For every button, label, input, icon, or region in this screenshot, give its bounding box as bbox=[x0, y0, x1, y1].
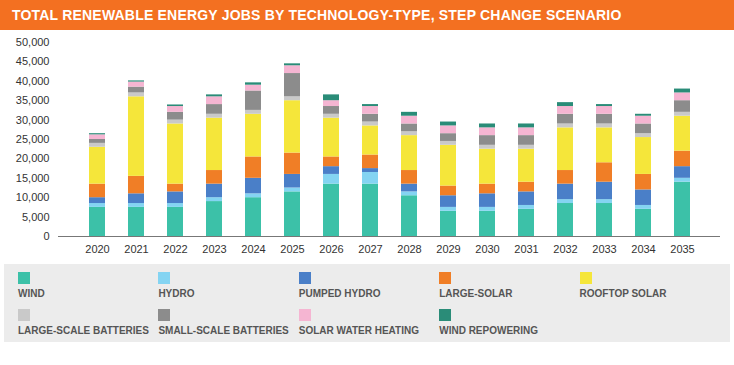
svg-text:2025: 2025 bbox=[280, 243, 304, 255]
svg-text:25,000: 25,000 bbox=[16, 133, 50, 145]
svg-text:2028: 2028 bbox=[397, 243, 421, 255]
html-text:WIND: WIND bbox=[18, 288, 45, 299]
svg-text:2035: 2035 bbox=[670, 243, 694, 255]
html-text:TOTAL RENEWABLE ENERGY JOBS BY: TOTAL RENEWABLE ENERGY JOBS BY TECHNOLOG… bbox=[12, 7, 622, 23]
svg-text:40,000: 40,000 bbox=[16, 75, 50, 87]
svg-text:2026: 2026 bbox=[319, 243, 343, 255]
svg-text:45,000: 45,000 bbox=[16, 55, 50, 67]
svg-text:2029: 2029 bbox=[436, 243, 460, 255]
svg-text:0: 0 bbox=[43, 230, 49, 242]
svg-text:5,000: 5,000 bbox=[22, 211, 50, 223]
svg-text:2024: 2024 bbox=[241, 243, 265, 255]
html-text:LARGE-SCALE BATTERIES: LARGE-SCALE BATTERIES bbox=[18, 325, 149, 336]
html-text:SOLAR WATER HEATING: SOLAR WATER HEATING bbox=[298, 325, 419, 336]
svg-text:20,000: 20,000 bbox=[16, 152, 50, 164]
svg-text:2030: 2030 bbox=[475, 243, 499, 255]
html-text:SMALL-SCALE BATTERIES: SMALL-SCALE BATTERIES bbox=[158, 325, 289, 336]
svg-text:2023: 2023 bbox=[202, 243, 226, 255]
html-text:ROOFTOP SOLAR: ROOFTOP SOLAR bbox=[579, 288, 667, 299]
html-text:PUMPED HYDRO: PUMPED HYDRO bbox=[298, 288, 381, 299]
svg-text:30,000: 30,000 bbox=[16, 114, 50, 126]
svg-text:35,000: 35,000 bbox=[16, 94, 50, 106]
svg-text:2031: 2031 bbox=[514, 243, 538, 255]
svg-text:50,000: 50,000 bbox=[16, 36, 50, 48]
svg-text:2032: 2032 bbox=[553, 243, 577, 255]
svg-text:2022: 2022 bbox=[163, 243, 187, 255]
html-text:WIND REPOWERING: WIND REPOWERING bbox=[439, 325, 539, 336]
svg-text:10,000: 10,000 bbox=[16, 191, 50, 203]
html-text:HYDRO: HYDRO bbox=[158, 288, 195, 299]
svg-text:15,000: 15,000 bbox=[16, 172, 50, 184]
html-text:LARGE-SOLAR: LARGE-SOLAR bbox=[439, 288, 513, 299]
svg-text:2027: 2027 bbox=[358, 243, 382, 255]
svg-text:2021: 2021 bbox=[124, 243, 148, 255]
svg-text:2020: 2020 bbox=[85, 243, 109, 255]
svg-text:2033: 2033 bbox=[592, 243, 616, 255]
svg-text:2034: 2034 bbox=[631, 243, 655, 255]
